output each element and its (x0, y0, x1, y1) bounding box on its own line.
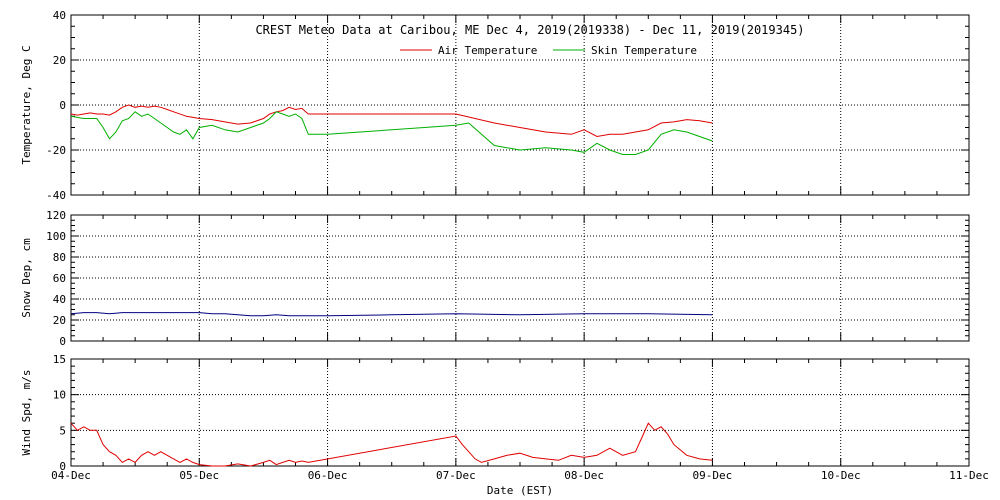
y-tick-label: 40 (53, 293, 66, 306)
x-axis-label: Date (EST) (487, 484, 553, 497)
y-axis-label: Temperature, Deg C (20, 45, 33, 164)
y-tick-label: 80 (53, 251, 66, 264)
y-tick-label: -40 (46, 189, 66, 202)
temperature-panel: -40 -20 0 20 40 Temperature, Deg C (20, 9, 970, 202)
y-tick-label: 20 (53, 54, 66, 67)
chart-title: CREST Meteo Data at Caribou, ME Dec 4, 2… (255, 23, 804, 37)
y-tick-label: 15 (53, 353, 66, 366)
plot-frame (70, 14, 970, 196)
y-tick-label: 60 (53, 272, 66, 285)
series-line-0 (70, 104, 713, 138)
x-tick-label: 06-Dec (308, 469, 348, 482)
y-tick-label: 5 (59, 424, 66, 437)
x-tick-label: 11-Dec (949, 469, 989, 482)
x-tick-label: 05-Dec (179, 469, 219, 482)
y-tick-label: 40 (53, 9, 66, 22)
series-line-0 (70, 422, 713, 467)
y-tick-label: 0 (59, 99, 66, 112)
series-line-1 (70, 111, 713, 155)
x-tick-label: 09-Dec (693, 469, 733, 482)
series-line-0 (70, 312, 713, 317)
x-tick-label: 04-Dec (51, 469, 91, 482)
wind-speed-panel: 0 5 10 15 04-Dec 05-Dec 06-Dec 07-Dec 08-Dec 09-D… (20, 353, 989, 482)
legend-skin-label: Skin Temperature (591, 44, 697, 57)
snow-depth-panel: 0 20 40 60 80 100 120 Snow Dep, cm (20, 209, 970, 348)
y-tick-label: 20 (53, 314, 66, 327)
y-tick-label: 0 (59, 460, 66, 473)
plot-frame (70, 214, 970, 342)
legend: Air Temperature Skin Temperature (400, 44, 697, 57)
plot-frame (70, 358, 970, 467)
y-tick-label: 10 (53, 389, 66, 402)
y-axis-label: Wind Spd, m/s (20, 369, 33, 455)
x-tick-label: 08-Dec (564, 469, 604, 482)
x-tick-label: 10-Dec (821, 469, 861, 482)
x-tick-label: 07-Dec (436, 469, 476, 482)
y-tick-label: 0 (59, 335, 66, 348)
y-axis-label: Snow Dep, cm (20, 238, 33, 318)
y-tick-label: 120 (46, 209, 66, 222)
y-tick-label: -20 (46, 144, 66, 157)
legend-air-label: Air Temperature (438, 44, 537, 57)
y-tick-label: 100 (46, 230, 66, 243)
